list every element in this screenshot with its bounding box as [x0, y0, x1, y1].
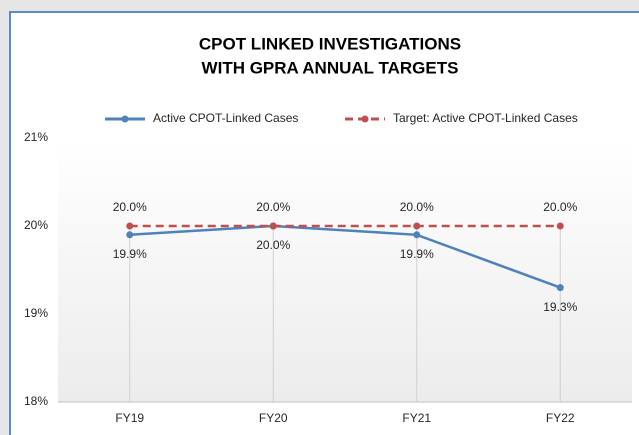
y-tick-label: 18% — [24, 394, 48, 408]
y-tick-label: 19% — [24, 306, 48, 320]
data-point — [126, 222, 134, 230]
data-label: 20.0% — [543, 200, 577, 214]
chart-title: CPOT LINKED INVESTIGATIONS — [199, 34, 461, 53]
y-tick-label: 21% — [24, 130, 48, 144]
legend-marker — [361, 115, 369, 123]
x-tick-label: FY21 — [402, 411, 431, 425]
legend-label: Active CPOT-Linked Cases — [153, 111, 298, 125]
data-label: 19.3% — [543, 300, 577, 314]
data-point — [413, 222, 421, 230]
x-tick-label: FY20 — [259, 411, 288, 425]
x-tick-label: FY19 — [115, 411, 144, 425]
plot-area — [58, 138, 632, 402]
data-label: 19.9% — [400, 247, 434, 261]
y-tick-label: 20% — [24, 218, 48, 232]
data-label: 20.0% — [256, 238, 290, 252]
legend-marker — [121, 115, 129, 123]
data-label: 20.0% — [256, 200, 290, 214]
data-point — [413, 231, 421, 239]
data-point — [556, 284, 564, 292]
x-tick-label: FY22 — [546, 411, 575, 425]
legend-label: Target: Active CPOT-Linked Cases — [393, 111, 578, 125]
data-label: 20.0% — [400, 200, 434, 214]
chart-title: WITH GPRA ANNUAL TARGETS — [202, 58, 459, 77]
data-label: 20.0% — [113, 200, 147, 214]
data-point — [269, 222, 277, 230]
data-point — [556, 222, 564, 230]
series-line — [129, 224, 561, 289]
data-label: 19.9% — [113, 247, 147, 261]
data-point — [126, 231, 134, 239]
